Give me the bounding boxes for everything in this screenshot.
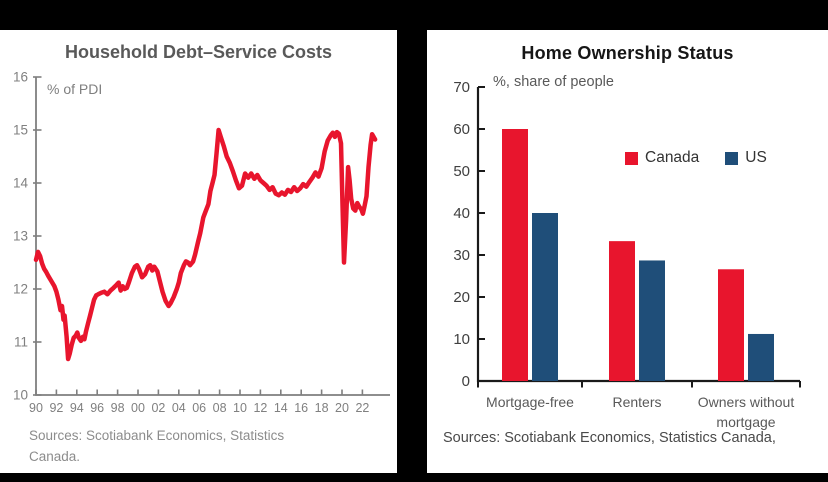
- y-tick-label: 50: [453, 163, 470, 180]
- x-tick-label: 14: [274, 401, 288, 415]
- us-legend-label: US: [745, 149, 767, 166]
- y-tick-label: 12: [13, 282, 28, 297]
- category-label: Owners without mortgage: [698, 394, 795, 430]
- legend-item-us: US: [725, 149, 767, 167]
- debt-service-chart-panel: Household Debt–Service Costs % of PDI 10…: [0, 30, 397, 473]
- canada-bar: [609, 241, 635, 381]
- canada-bar: [718, 269, 744, 381]
- home-ownership-bar-chart: 0 10 20 30 40 50 60 70 Mortgage-free Renters Owner…: [453, 79, 801, 430]
- y-tick-label: 13: [13, 229, 28, 244]
- debt-service-line: [33, 127, 378, 362]
- category-label: Renters: [612, 394, 661, 410]
- canada-legend-swatch-icon: [625, 151, 638, 165]
- x-tick-label: 12: [253, 401, 267, 415]
- x-tick-label: 98: [111, 401, 125, 415]
- y-tick-label: 20: [453, 289, 470, 306]
- x-tick-label: 20: [335, 401, 349, 415]
- us-bar: [748, 333, 774, 381]
- y-tick-label: 40: [453, 205, 470, 222]
- right-axis-unit-label: %, share of people: [493, 74, 614, 90]
- x-tick-label: 04: [172, 401, 186, 415]
- right-chart-source: Sources: Scotiabank Economics, Statistic…: [443, 430, 776, 446]
- x-tick-label: 22: [355, 401, 369, 415]
- home-ownership-chart-panel: Home Ownership Status %, share of people…: [427, 30, 828, 473]
- x-tick-label: 94: [70, 401, 84, 415]
- x-tick-label: 10: [233, 401, 247, 415]
- left-chart-title: Household Debt–Service Costs: [64, 42, 333, 62]
- chart-legend: Canada US: [625, 149, 767, 167]
- canada-bar: [502, 129, 528, 381]
- us-legend-swatch-icon: [725, 151, 739, 165]
- x-tick-label: 92: [49, 401, 63, 415]
- canada-legend-label: Canada: [645, 149, 700, 166]
- y-tick-label: 16: [13, 70, 28, 85]
- x-tick-label: 08: [213, 401, 227, 415]
- y-tick-label: 70: [453, 79, 470, 96]
- y-tick-label: 14: [13, 176, 29, 191]
- debt-service-line-chart: 10 11 12 13 14 15 16 90 92 94 96 98 00 02 04 06 08 10 12 14…: [13, 70, 390, 415]
- bottom-black-bar: [0, 473, 828, 482]
- legend-item-canada: Canada: [625, 149, 699, 167]
- panel-divider: [397, 0, 427, 482]
- x-tick-label: 16: [294, 401, 308, 415]
- x-tick-label: 00: [131, 401, 145, 415]
- us-bar: [532, 213, 558, 381]
- us-bar: [639, 260, 665, 381]
- x-tick-label: 90: [29, 401, 43, 415]
- left-chart-source: Sources: Scotiabank Economics, Statistic…: [29, 425, 284, 467]
- line-chart-axes: [35, 77, 390, 396]
- y-tick-label: 10: [13, 388, 28, 403]
- y-tick-label: 15: [13, 123, 28, 138]
- category-label: Mortgage-free: [486, 394, 574, 410]
- y-tick-label: 60: [453, 121, 470, 138]
- y-tick-label: 0: [462, 373, 470, 390]
- y-tick-label: 11: [14, 335, 28, 350]
- left-axis-unit-label: % of PDI: [47, 81, 103, 97]
- y-tick-label: 10: [453, 331, 470, 348]
- left-source-line-1: Sources: Scotiabank Economics, Statistic…: [29, 428, 285, 443]
- y-tick-label: 30: [453, 247, 470, 264]
- x-tick-label: 18: [315, 401, 329, 415]
- x-tick-label: 06: [192, 401, 206, 415]
- left-source-line-2: Canada.: [29, 449, 81, 464]
- right-chart-title: Home Ownership Status: [521, 43, 734, 63]
- x-tick-label: 96: [90, 401, 104, 415]
- x-tick-label: 02: [151, 401, 165, 415]
